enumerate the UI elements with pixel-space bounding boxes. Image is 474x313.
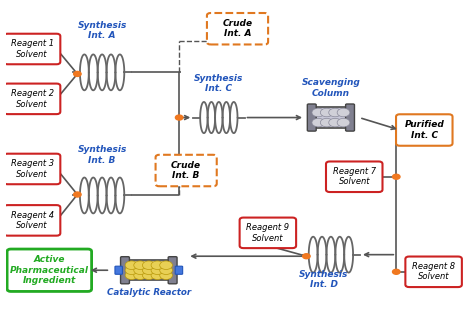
FancyBboxPatch shape: [4, 205, 60, 236]
Text: Crude
Int. A: Crude Int. A: [222, 19, 253, 38]
Circle shape: [160, 271, 173, 280]
Circle shape: [175, 115, 183, 120]
Circle shape: [312, 118, 325, 127]
Text: Reagent 1
Solvent: Reagent 1 Solvent: [10, 39, 54, 59]
FancyBboxPatch shape: [207, 13, 268, 44]
Circle shape: [151, 261, 164, 269]
FancyBboxPatch shape: [326, 162, 383, 192]
FancyBboxPatch shape: [346, 104, 355, 131]
Text: Reagent 9
Solvent: Reagent 9 Solvent: [246, 223, 290, 243]
Text: Reagent 3
Solvent: Reagent 3 Solvent: [10, 159, 54, 179]
Circle shape: [73, 71, 81, 76]
Circle shape: [73, 192, 81, 197]
FancyBboxPatch shape: [307, 104, 316, 131]
Circle shape: [142, 271, 155, 280]
Circle shape: [134, 266, 146, 275]
Text: Synthesis
Int. B: Synthesis Int. B: [77, 145, 127, 165]
Circle shape: [160, 266, 173, 275]
FancyBboxPatch shape: [122, 260, 176, 280]
Circle shape: [303, 254, 310, 259]
Circle shape: [329, 108, 341, 117]
Circle shape: [151, 271, 164, 280]
FancyBboxPatch shape: [175, 266, 182, 274]
Circle shape: [392, 269, 400, 274]
FancyBboxPatch shape: [155, 155, 217, 186]
FancyBboxPatch shape: [168, 257, 177, 284]
Text: Reagent 7
Solvent: Reagent 7 Solvent: [333, 167, 376, 187]
Text: Reagent 4
Solvent: Reagent 4 Solvent: [10, 211, 54, 230]
Text: Synthesis
Int. A: Synthesis Int. A: [77, 21, 127, 40]
Text: Reagent 2
Solvent: Reagent 2 Solvent: [10, 89, 54, 109]
FancyBboxPatch shape: [115, 266, 122, 274]
Circle shape: [125, 261, 138, 269]
Circle shape: [134, 271, 146, 280]
Circle shape: [312, 108, 325, 117]
Text: Catalytic Reactor: Catalytic Reactor: [107, 288, 191, 296]
FancyBboxPatch shape: [4, 84, 60, 114]
Circle shape: [320, 118, 333, 127]
Text: Synthesis
Int. C: Synthesis Int. C: [194, 74, 244, 93]
Circle shape: [337, 118, 350, 127]
Circle shape: [337, 108, 350, 117]
Text: Active
Pharmaceutical
Ingredient: Active Pharmaceutical Ingredient: [10, 255, 89, 285]
Circle shape: [142, 261, 155, 269]
FancyBboxPatch shape: [7, 249, 91, 291]
Circle shape: [125, 266, 138, 275]
FancyBboxPatch shape: [4, 154, 60, 184]
FancyBboxPatch shape: [240, 218, 296, 248]
Circle shape: [142, 266, 155, 275]
FancyBboxPatch shape: [120, 257, 129, 284]
FancyBboxPatch shape: [396, 114, 453, 146]
Text: Synthesis
Int. D: Synthesis Int. D: [299, 270, 348, 289]
Text: Crude
Int. B: Crude Int. B: [171, 161, 201, 180]
Circle shape: [160, 261, 173, 269]
Text: Purified
Int. C: Purified Int. C: [404, 120, 444, 140]
Circle shape: [329, 118, 341, 127]
Text: Scavenging
Column: Scavenging Column: [301, 78, 360, 98]
Circle shape: [134, 261, 146, 269]
FancyBboxPatch shape: [4, 34, 60, 64]
Circle shape: [125, 271, 138, 280]
FancyBboxPatch shape: [309, 107, 353, 128]
Circle shape: [320, 108, 333, 117]
Circle shape: [151, 266, 164, 275]
FancyBboxPatch shape: [405, 257, 462, 287]
Text: Reagent 8
Solvent: Reagent 8 Solvent: [412, 262, 455, 281]
Circle shape: [392, 174, 400, 179]
